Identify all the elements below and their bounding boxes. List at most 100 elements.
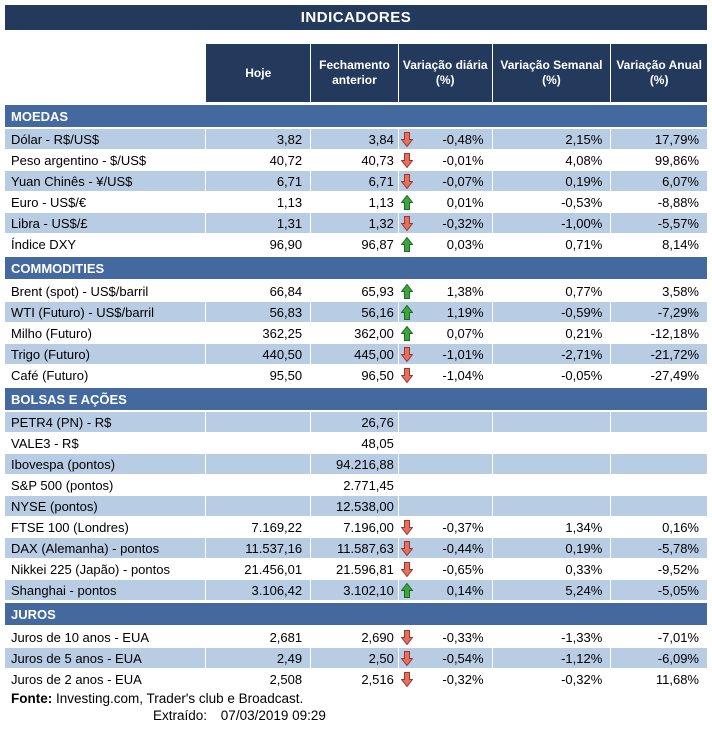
table-row: VALE3 - R$ 48,05 <box>5 433 707 453</box>
trend-arrow-slot <box>399 582 419 598</box>
row-label: Nikkei 225 (Japão) - pontos <box>5 559 207 579</box>
report-title: INDICADORES <box>5 5 707 30</box>
col-header-fechamento-anterior: Fechamento anterior <box>311 44 399 102</box>
cell-hoje: 440,50 <box>206 344 312 364</box>
cell-fechamento-anterior: 3,84 <box>311 129 399 149</box>
cell-variacao-diaria <box>399 433 493 453</box>
cell-variacao-diaria <box>398 496 493 516</box>
row-label: FTSE 100 (Londres) <box>5 517 207 537</box>
variacao-diaria-value: -0,32% <box>442 215 484 231</box>
cell-variacao-anual <box>611 433 707 453</box>
variacao-diaria-value: -1,04% <box>442 367 484 383</box>
variacao-diaria-value: -0,54% <box>442 650 484 666</box>
row-label: Juros de 2 anos - EUA <box>5 669 207 689</box>
cell-fechamento-anterior: 48,05 <box>311 433 399 453</box>
cell-variacao-anual: 0,16% <box>662 519 699 535</box>
cell-hoje <box>206 496 312 516</box>
table-row: Peso argentino - $/US$ 40,72 40,73 -0,01% 4,… <box>5 150 707 170</box>
cell-variacao-diaria: -0,48% <box>398 129 493 149</box>
trend-arrow-slot <box>399 283 419 299</box>
trend-arrow-slot <box>399 367 419 383</box>
variacao-diaria-value: -1,01% <box>442 346 484 362</box>
table-row: Juros de 10 anos - EUA 2,681 2,690 -0,33% -1… <box>5 627 707 647</box>
column-headers: Hoje Fechamento anterior Variação diária… <box>5 44 708 102</box>
cell-variacao-semanal: 0,33% <box>493 559 612 579</box>
cell-variacao-semanal: -0,59% <box>492 302 612 322</box>
row-label: Libra - US$/£ <box>5 213 207 233</box>
variacao-diaria-value: 0,01% <box>446 194 484 210</box>
cell-fechamento-anterior: 1,13 <box>311 192 399 212</box>
row-label: Brent (spot) - US$/barril <box>5 281 207 301</box>
row-label: Dólar - R$/US$ <box>5 129 207 149</box>
cell-variacao-diaria: -0,32% <box>398 213 493 233</box>
cell-variacao-semanal: -2,71% <box>492 344 612 364</box>
table-row: Índice DXY 96,90 96,87 0,03% 0,71% 8,14% <box>5 234 707 254</box>
table-row: Dólar - R$/US$ 3,82 3,84 -0,48% 2,15% 17,79% <box>5 129 707 149</box>
down-arrow-icon <box>400 671 413 687</box>
down-arrow-icon <box>400 650 413 666</box>
row-label: Café (Futuro) <box>5 365 207 385</box>
table-row: Brent (spot) - US$/barril 66,84 65,93 1,38%… <box>5 281 707 301</box>
cell-fechamento-anterior: 362,00 <box>311 323 399 343</box>
section-header-bolsas-e-acoes: BOLSAS E AÇÕES <box>5 388 707 410</box>
trend-arrow-slot <box>399 131 419 147</box>
cell-variacao-semanal: -0,32% <box>493 669 612 689</box>
down-arrow-icon <box>400 215 413 231</box>
down-arrow-icon <box>400 173 413 189</box>
table-row: Euro - US$/€ 1,13 1,13 0,01% -0,53% -8,88% <box>5 192 707 212</box>
cell-hoje: 3,82 <box>206 129 312 149</box>
up-arrow-icon <box>400 304 413 320</box>
header-spacer <box>5 44 206 102</box>
cell-variacao-diaria <box>398 454 493 474</box>
table-row: Juros de 2 anos - EUA 2,508 2,516 -0,32% -0,… <box>5 669 707 689</box>
cell-hoje: 2,681 <box>206 627 312 647</box>
variacao-diaria-value: 0,03% <box>446 236 484 252</box>
cell-variacao-semanal <box>492 454 612 474</box>
cell-variacao-anual: 3,58% <box>662 283 699 299</box>
cell-fechamento-anterior: 65,93 <box>311 281 399 301</box>
cell-fechamento-anterior: 3.102,10 <box>311 580 399 600</box>
cell-fechamento-anterior: 2,690 <box>311 627 399 647</box>
cell-variacao-semanal: 0,19% <box>492 171 612 191</box>
cell-variacao-semanal: 0,21% <box>493 323 612 343</box>
cell-hoje <box>206 433 312 453</box>
cell-variacao-diaria: -0,65% <box>399 559 493 579</box>
cell-fechamento-anterior: 1,32 <box>311 213 399 233</box>
cell-variacao-semanal <box>492 412 612 432</box>
row-label: Ibovespa (pontos) <box>5 454 207 474</box>
section-header-commodities: COMMODITIES <box>5 257 707 279</box>
cell-variacao-anual: -8,88% <box>657 194 699 210</box>
variacao-diaria-value: -0,44% <box>442 540 484 556</box>
row-label: Trigo (Futuro) <box>5 344 207 364</box>
cell-fechamento-anterior: 2,516 <box>311 669 399 689</box>
variacao-diaria-value: 0,07% <box>446 325 484 341</box>
trend-arrow-slot <box>399 650 419 666</box>
table-row: FTSE 100 (Londres) 7.169,22 7.196,00 -0,37%… <box>5 517 707 537</box>
extraction-label: Extraído: <box>153 708 208 723</box>
down-arrow-icon <box>400 519 413 535</box>
cell-variacao-diaria: 1,38% <box>399 281 493 301</box>
variacao-diaria-value: 0,14% <box>446 582 484 598</box>
cell-variacao-anual: 6,07% <box>611 171 707 191</box>
cell-fechamento-anterior: 96,87 <box>311 234 399 254</box>
cell-variacao-diaria: -0,01% <box>399 150 493 170</box>
cell-variacao-diaria <box>399 475 493 495</box>
cell-variacao-anual: -27,49% <box>650 367 699 383</box>
cell-fechamento-anterior: 40,73 <box>311 150 399 170</box>
trend-arrow-slot <box>399 325 419 341</box>
down-arrow-icon <box>400 131 413 147</box>
cell-variacao-diaria: -0,07% <box>398 171 493 191</box>
cell-fechamento-anterior: 11.587,63 <box>311 538 399 558</box>
cell-variacao-semanal: -1,00% <box>492 213 612 233</box>
cell-variacao-diaria: 1,19% <box>398 302 493 322</box>
cell-variacao-anual: 17,79% <box>611 129 707 149</box>
row-label: WTI (Futuro) - US$/barril <box>5 302 207 322</box>
col-header-variacao-diaria: Variação diária (%) <box>398 44 493 102</box>
source-text: Investing.com, Trader's club e Broadcast… <box>56 691 304 706</box>
row-label: DAX (Alemanha) - pontos <box>5 538 207 558</box>
down-arrow-icon <box>400 346 413 362</box>
cell-variacao-semanal <box>493 475 612 495</box>
trend-arrow-slot <box>399 561 419 577</box>
up-arrow-icon <box>400 194 413 210</box>
trend-arrow-slot <box>399 629 419 645</box>
